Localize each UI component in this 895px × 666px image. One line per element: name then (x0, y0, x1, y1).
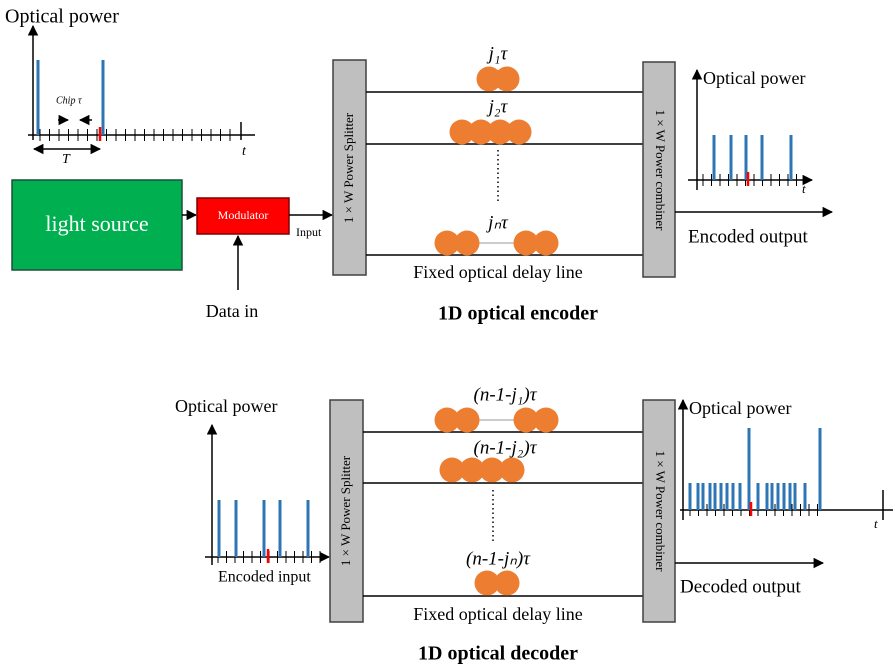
power-splitter (332, 59, 367, 276)
delay-element (499, 457, 525, 483)
period-label: T (62, 152, 71, 167)
delay-label: jₙτ (485, 212, 509, 233)
decoder-title: 1D optical decoder (418, 643, 578, 665)
delay-element (468, 119, 494, 145)
y-axis-label: Optical power (689, 398, 791, 418)
modulator-label: Modulator (218, 208, 269, 222)
delay-element (454, 230, 480, 256)
output-label: Encoded output (688, 226, 809, 247)
power-splitter (329, 399, 364, 623)
y-axis-label: Optical power (175, 396, 277, 416)
delay-line-label: Fixed optical delay line (413, 604, 582, 624)
delay-element (513, 407, 539, 433)
delay-element (506, 119, 532, 145)
delay-element (479, 457, 505, 483)
delay-element (434, 230, 460, 256)
delay-element (476, 66, 502, 92)
delay-element (439, 457, 465, 483)
combiner-label: 1 × W Power combiner (653, 110, 668, 232)
pulse-train (688, 428, 822, 516)
delay-label: (n-1-j₂)τ (474, 437, 538, 458)
pulse-train (36, 60, 231, 141)
delay-element (494, 570, 520, 596)
input-label: Encoded input (218, 569, 311, 586)
delay-label: j₂τ (486, 96, 509, 117)
time-label: t (242, 144, 247, 159)
delay-element (494, 66, 520, 92)
time-label: t (802, 181, 806, 196)
y-axis-label: Optical power (703, 68, 805, 88)
delay-element (533, 230, 559, 256)
delay-element (459, 457, 485, 483)
light-source-box (11, 179, 183, 271)
input-label: Input (296, 225, 322, 239)
chip-label: Chip τ (56, 95, 82, 106)
delay-element (474, 570, 500, 596)
delay-label: (n-1-jₙ)τ (466, 548, 531, 569)
delay-line-label: Fixed optical delay line (413, 262, 582, 282)
delay-element (513, 230, 539, 256)
output-label: Decoded output (680, 576, 802, 597)
delay-elements (434, 407, 559, 596)
data-in-label: Data in (206, 301, 258, 321)
light-source-label: light source (45, 211, 148, 236)
y-axis-label: Optical power (5, 6, 119, 28)
combiner-label: 1 × W Power combiner (653, 451, 668, 573)
delay-element (454, 407, 480, 433)
power-combiner (642, 61, 676, 278)
encoder-title: 1D optical encoder (438, 303, 598, 325)
power-combiner (642, 399, 676, 623)
delay-elements (434, 66, 559, 256)
pulse-train (217, 500, 321, 563)
delay-element (434, 407, 460, 433)
modulator-box (196, 197, 290, 235)
time-label: t (874, 516, 878, 531)
delay-element (449, 119, 475, 145)
delay-label: j₁τ (486, 43, 509, 64)
delay-label: (n-1-j₁)τ (474, 384, 538, 405)
pulse-train (702, 135, 797, 186)
delay-element (487, 119, 513, 145)
splitter-label: 1 × W Power Splitter (338, 455, 353, 566)
splitter-label: 1 × W Power Splitter (341, 112, 356, 223)
delay-element (533, 407, 559, 433)
